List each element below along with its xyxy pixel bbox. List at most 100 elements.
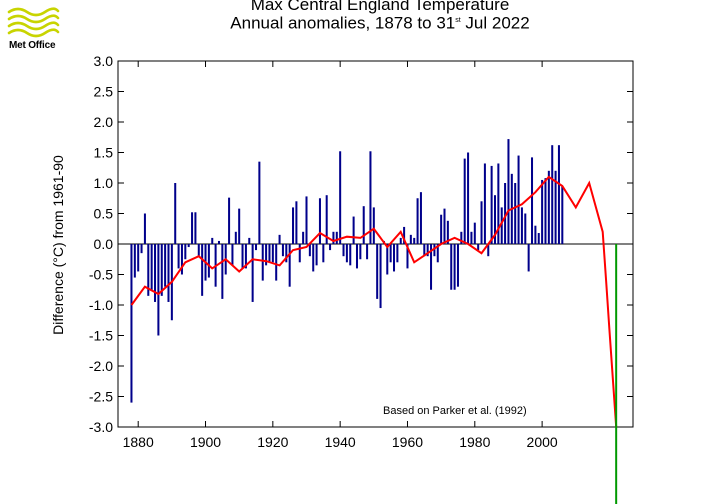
y-tick-label: 1.0: [94, 175, 114, 191]
bar-1993: [517, 155, 520, 244]
bar-1983: [483, 163, 486, 244]
bar-1879: [133, 244, 136, 278]
bar-1916: [258, 161, 261, 244]
y-tick-label: 2.5: [94, 84, 114, 100]
bar-1889: [167, 244, 170, 302]
bar-1896: [191, 212, 194, 244]
bar-1972: [446, 220, 449, 244]
bar-1979: [470, 231, 473, 244]
bar-1963: [416, 198, 419, 244]
bar-1917: [261, 244, 264, 281]
bar-1922: [278, 234, 281, 244]
bar-1992: [514, 183, 517, 244]
bar-1970: [440, 214, 443, 244]
bar-1942: [345, 244, 348, 263]
y-tick-label: -1.0: [89, 297, 113, 313]
bar-1886: [157, 244, 160, 336]
bar-1945: [355, 244, 358, 269]
logo-waves-icon: [7, 7, 60, 38]
bar-1946: [359, 244, 362, 260]
bar-2006: [561, 186, 564, 244]
bar-1973: [450, 244, 453, 290]
bar-1932: [312, 244, 315, 272]
bar-1998: [534, 225, 537, 244]
bar-1882: [143, 213, 146, 244]
bar-1921: [275, 244, 278, 281]
y-tick-label: 0.5: [94, 206, 114, 222]
chart-title-line-2-sup: st: [455, 17, 461, 24]
chart-title-line-2: Annual anomalies, 1878 to 31st Jul 2022: [150, 13, 610, 32]
bar-1934: [318, 198, 321, 244]
y-axis: 3.0 2.5 2.0 1.5 1.0 0.5 0.0 -0.5 -1.0 -1.5 -2.0 -2.…: [89, 53, 633, 435]
bar-1974: [453, 244, 456, 290]
bar-2004: [554, 170, 557, 244]
bar-1976: [460, 231, 463, 244]
smoothed-line: [130, 175, 618, 428]
bar-1931: [308, 244, 311, 257]
bar-1941: [342, 244, 345, 257]
chart-title-line-1: Max Central England Temperature: [250, 0, 510, 14]
bar-1977: [463, 158, 466, 244]
bar-1924: [285, 244, 288, 263]
bar-1943: [349, 244, 352, 266]
bar-2003: [551, 145, 554, 244]
bar-1901: [207, 244, 210, 278]
bar-2002: [547, 170, 550, 244]
bar-1902: [211, 237, 214, 244]
bar-1929: [302, 231, 305, 244]
bar-1910: [238, 208, 241, 244]
x-tick-label: 1880: [123, 434, 154, 450]
bar-1939: [335, 231, 338, 244]
y-tick-label: 0.0: [94, 236, 114, 252]
x-tick-label: 1940: [325, 434, 356, 450]
y-tick-label: -2.5: [89, 389, 113, 405]
bar-1930: [305, 196, 308, 244]
x-axis: 1880 1900 1920 1940 1960 1980 2000: [123, 61, 558, 450]
bar-1919: [268, 244, 271, 263]
y-tick-label: 2.0: [94, 114, 114, 130]
bar-1952: [379, 244, 382, 309]
chart-title: Max Central England Temperature Annual a…: [150, 0, 610, 32]
bar-1907: [228, 197, 231, 244]
bar-1918: [265, 244, 268, 266]
bar-1968: [433, 244, 436, 257]
bar-1904: [217, 240, 220, 244]
bar-1997: [531, 157, 534, 244]
chart-title-line-2-prefix: Annual anomalies, 1878 to 31: [230, 13, 456, 33]
bar-1980: [473, 222, 476, 244]
bar-1949: [369, 151, 372, 244]
bar-1996: [527, 244, 530, 272]
bar-1948: [366, 244, 369, 260]
bar-1894: [184, 244, 187, 260]
bar-1938: [332, 231, 335, 244]
bar-1936: [325, 195, 328, 244]
bar-1912: [244, 244, 247, 269]
bar-1883: [147, 244, 150, 296]
bar-1994: [520, 207, 523, 244]
bar-1920: [271, 244, 274, 263]
bar-1928: [298, 244, 301, 263]
y-tick-label: -3.0: [89, 419, 113, 435]
credit-text: Based on Parker et al. (1992): [383, 405, 527, 417]
bar-1988: [500, 207, 503, 244]
bar-1895: [187, 244, 190, 248]
bar-1914: [251, 244, 254, 302]
bar-1925: [288, 244, 291, 287]
bar-1933: [315, 244, 318, 266]
bar-1951: [376, 244, 379, 299]
bar-2001: [544, 178, 547, 244]
y-tick-label: 3.0: [94, 53, 114, 69]
bar-1935: [322, 244, 325, 263]
x-tick-label: 1900: [190, 434, 221, 450]
x-tick-label: 1960: [392, 434, 423, 450]
bar-1982: [480, 201, 483, 244]
bar-1967: [430, 244, 433, 290]
bar-1955: [389, 244, 392, 263]
bar-1990: [507, 139, 510, 244]
bar-1981: [477, 244, 480, 251]
bar-series: [130, 139, 564, 403]
bar-1947: [362, 206, 365, 244]
chart-title-line-2-suffix: Jul 2022: [460, 13, 530, 33]
bar-1905: [221, 244, 224, 299]
met-office-logo: [7, 7, 60, 38]
